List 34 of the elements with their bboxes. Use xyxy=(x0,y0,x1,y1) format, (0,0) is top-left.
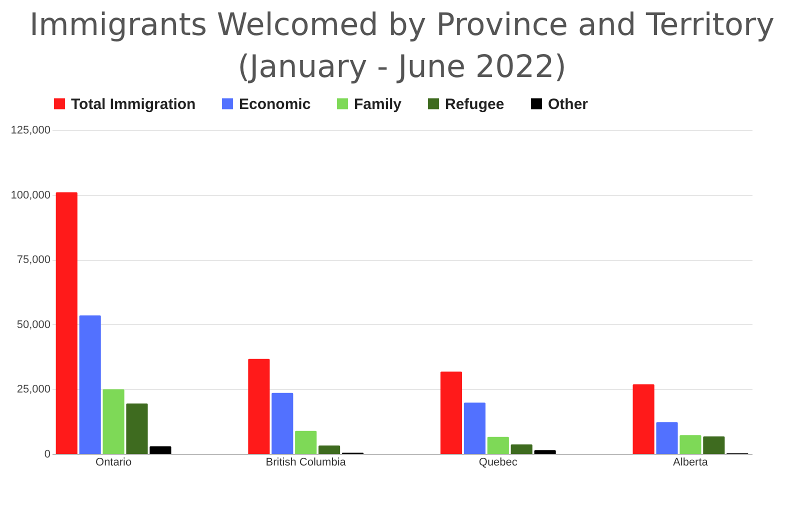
bar xyxy=(79,315,101,454)
x-tick-label: Ontario xyxy=(96,456,132,468)
bar xyxy=(703,436,725,454)
bar xyxy=(126,403,148,454)
y-tick-label: 25,000 xyxy=(16,384,50,396)
chart-title: Immigrants Welcomed by Province and Territory (January - June 2022) xyxy=(29,7,775,85)
bar xyxy=(680,435,702,454)
legend-label: Refugee xyxy=(445,96,504,113)
legend-label: Total Immigration xyxy=(71,96,196,113)
bar xyxy=(534,450,556,454)
y-tick-label: 75,000 xyxy=(16,254,50,266)
bar xyxy=(632,384,654,454)
bar xyxy=(56,192,78,454)
bar xyxy=(295,430,317,454)
x-tick-label: Quebec xyxy=(478,456,518,468)
y-tick-label: 0 xyxy=(44,448,50,460)
bar xyxy=(510,444,532,454)
bar xyxy=(656,422,678,454)
y-tick-label: 125,000 xyxy=(10,124,50,136)
bar xyxy=(272,392,294,454)
legend-label: Other xyxy=(548,96,588,113)
bar xyxy=(464,402,486,454)
x-tick-label: British Columbia xyxy=(266,456,347,468)
bar xyxy=(487,436,509,454)
y-tick-label: 100,000 xyxy=(10,189,50,202)
x-tick-label: Alberta xyxy=(673,456,709,468)
legend-label: Family xyxy=(354,96,402,113)
bar xyxy=(150,446,172,454)
bar xyxy=(102,389,124,454)
y-tick-label: 50,000 xyxy=(16,318,50,331)
legend-label: Economic xyxy=(239,96,311,113)
bar xyxy=(440,372,462,454)
bar xyxy=(318,445,340,454)
bar xyxy=(248,358,270,454)
